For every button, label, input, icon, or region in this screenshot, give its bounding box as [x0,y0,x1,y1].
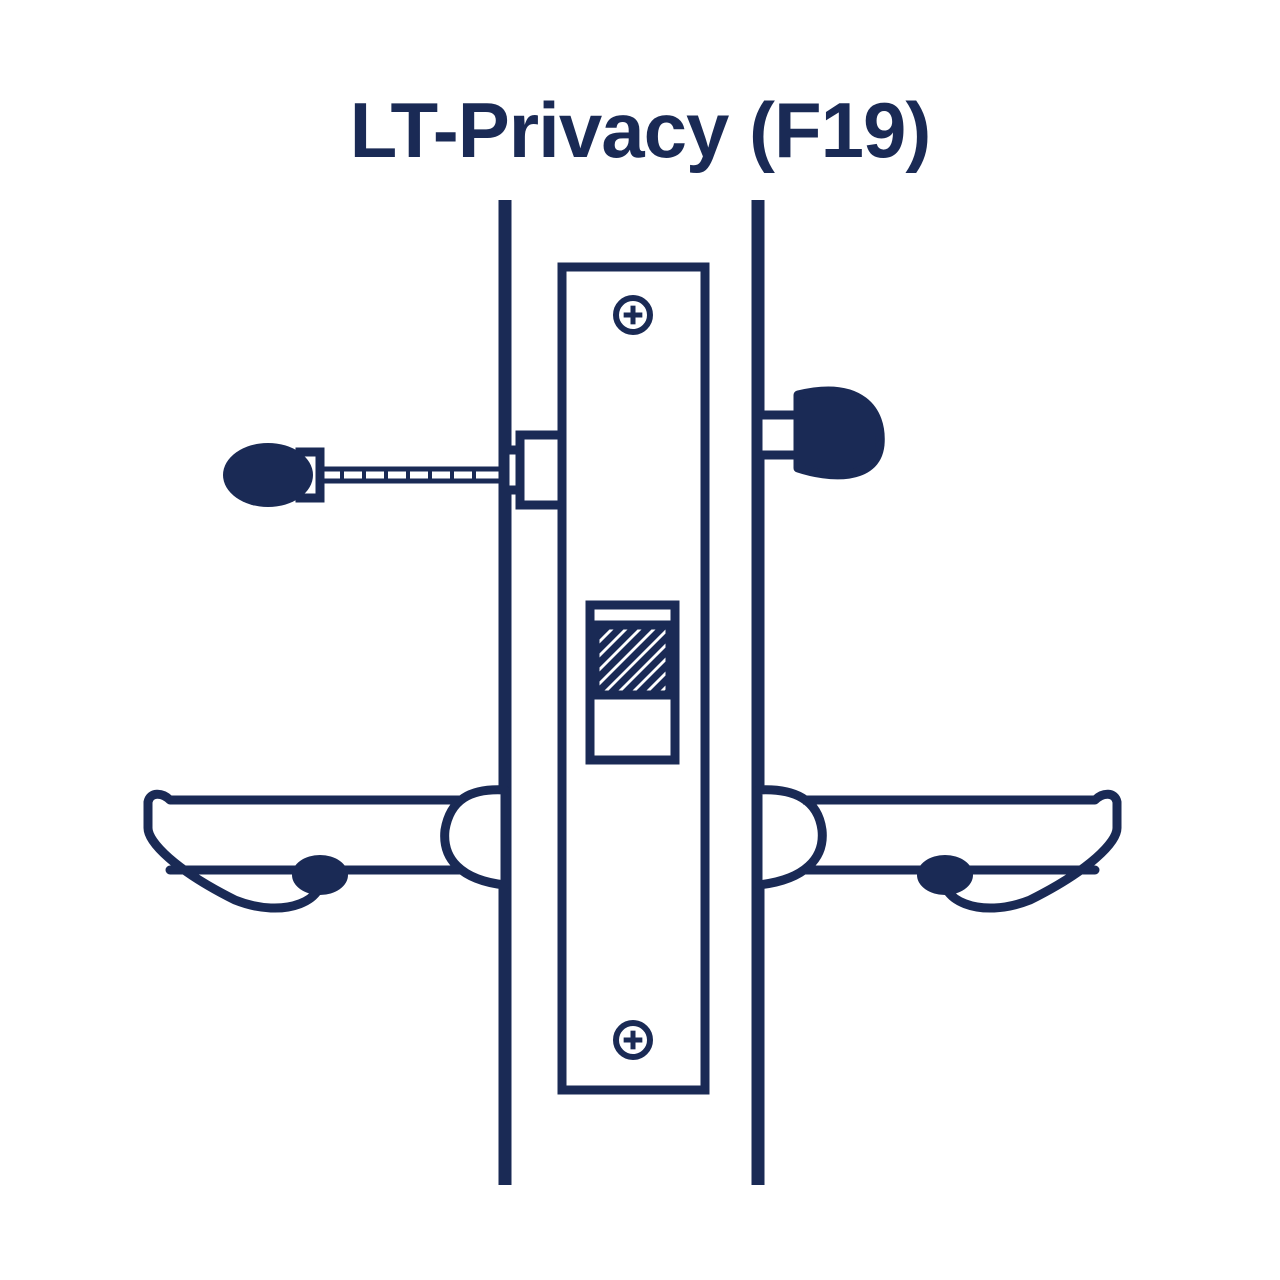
diagram-canvas: LT-Privacy (F19) [0,0,1280,1280]
lock-diagram-svg [0,0,1280,1280]
